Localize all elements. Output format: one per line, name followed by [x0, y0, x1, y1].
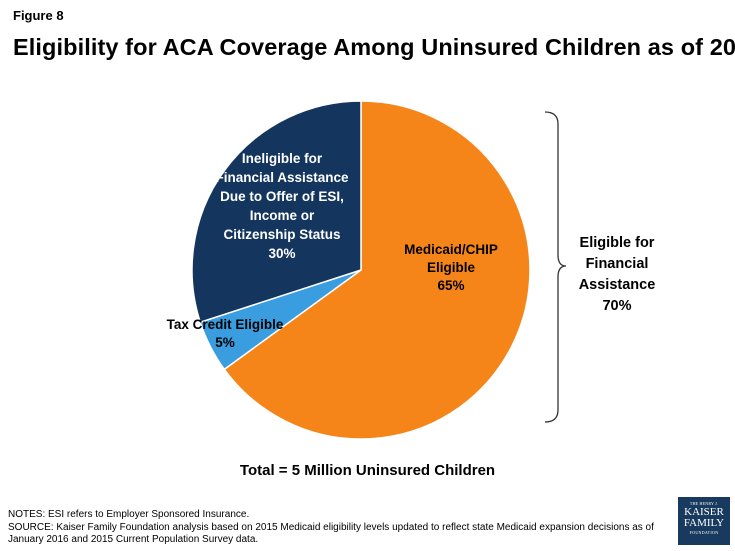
bracket-label-line: Assistance: [579, 277, 656, 293]
logo-line: FAMILY: [683, 517, 725, 529]
logo-line: THE HENRY J.: [689, 501, 719, 506]
notes-line: NOTES: ESI refers to Employer Sponsored …: [8, 509, 250, 520]
chart-title: Eligibility for ACA Coverage Among Unins…: [13, 34, 735, 60]
source-line: SOURCE: Kaiser Family Foundation analysi…: [8, 521, 654, 546]
slice-label-line: Medicaid/CHIP: [404, 242, 498, 257]
slice-label-line: Due to Offer of ESI,: [220, 189, 344, 204]
bracket-label-text: Eligible for Financial Assistance 70%: [579, 235, 656, 314]
pie-slice-medicaid: [223, 100, 531, 440]
eligible-bracket: [544, 111, 567, 423]
slice-label-ineligible: Ineligible for Financial Assistance Due to…: [215, 151, 349, 261]
pie-slice-ineligible: [191, 100, 362, 324]
slice-label-tax-credit: Tax Credit Eligible 5%: [167, 317, 284, 350]
slice-label-line: Tax Credit Eligible: [167, 317, 284, 332]
slice-label-line: 5%: [215, 335, 235, 350]
bracket-label-line: Financial: [586, 256, 649, 272]
bracket-label-line: 70%: [602, 298, 631, 314]
total-label: Total = 5 Million Uninsured Children: [239, 462, 496, 479]
slice-label-line: Ineligible for: [242, 151, 323, 166]
bracket-label: Eligible for Financial Assistance 70%: [579, 235, 656, 314]
logo-line: KAISER: [684, 506, 724, 518]
slice-label-line: 65%: [437, 278, 464, 293]
slice-label-line: Citizenship Status: [223, 227, 340, 242]
bracket-label-line: Eligible for: [580, 235, 655, 251]
slice-label-line: Financial Assistance: [215, 170, 349, 185]
logo-line: FOUNDATION: [689, 530, 719, 535]
slice-label-line: Eligible: [427, 260, 476, 275]
slice-label-line: 30%: [268, 246, 295, 261]
notes: NOTES: ESI refers to Employer Sponsored …: [8, 509, 668, 547]
pie-slices: [191, 100, 531, 440]
kff-logo: THE HENRY J. KAISER FAMILY FOUNDATION: [678, 497, 730, 545]
figure-label: Figure 8: [13, 8, 64, 23]
slice-label-medicaid: Medicaid/CHIP Eligible 65%: [404, 242, 498, 293]
slice-label-line: Income or: [250, 208, 315, 223]
pie-slice-labels: Medicaid/CHIP Eligible 65% Tax Credit Eligi…: [167, 151, 498, 350]
